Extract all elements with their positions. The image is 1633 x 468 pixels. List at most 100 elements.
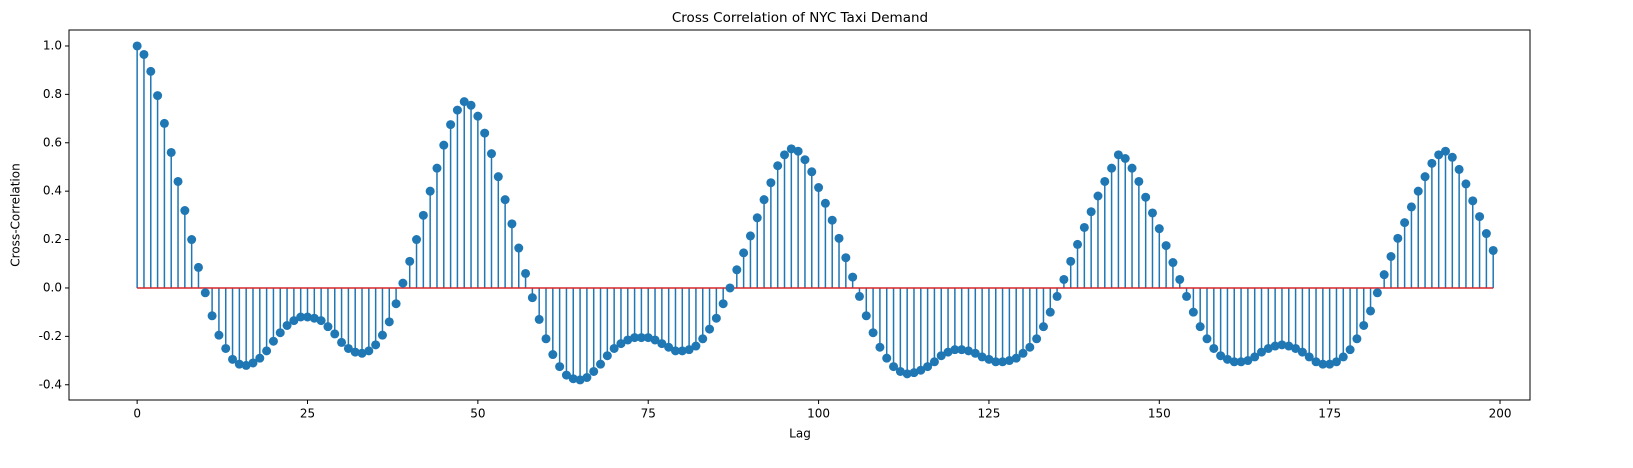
stem-marker [1229, 357, 1239, 367]
stem-marker [677, 346, 687, 356]
y-tick-label: 0.6 [43, 135, 62, 149]
stem-marker [1147, 208, 1157, 218]
stem-marker [166, 147, 176, 157]
stem-marker [248, 358, 258, 368]
y-tick-label: -0.2 [39, 329, 62, 343]
stem-marker [1345, 345, 1355, 355]
stem-marker [1113, 150, 1123, 160]
stem-marker [759, 195, 769, 205]
stem-marker [1284, 341, 1294, 351]
chart-title: Cross Correlation of NYC Taxi Demand [672, 10, 928, 26]
stem-marker [1263, 343, 1273, 353]
stem-marker [507, 219, 517, 229]
stem-marker [1004, 356, 1014, 366]
stem-marker [739, 248, 749, 258]
stem-marker [234, 359, 244, 369]
stem-marker [1045, 307, 1055, 317]
stem-marker [957, 345, 967, 355]
stem-marker [1297, 347, 1307, 357]
stem-marker [1222, 354, 1232, 364]
stem-marker [561, 370, 571, 380]
stem-marker [630, 333, 640, 343]
stem-marker [1086, 207, 1096, 217]
stem-marker [282, 320, 292, 330]
y-tick-label: 0.8 [43, 87, 62, 101]
stem-marker [153, 91, 163, 101]
stem-marker [459, 97, 469, 107]
stem-marker [486, 149, 496, 159]
stem-marker [970, 348, 980, 358]
stem-marker [991, 357, 1001, 367]
x-tick-label: 25 [300, 407, 315, 421]
stem-marker [923, 362, 933, 372]
stem-marker [1468, 196, 1478, 206]
stem-marker [555, 362, 565, 372]
stem-marker [323, 322, 333, 332]
stem-marker [1175, 274, 1185, 284]
stem-marker [425, 186, 435, 196]
x-axis-label: Lag [789, 427, 811, 441]
stem-marker [139, 49, 149, 59]
stem-marker [773, 161, 783, 171]
stem-marker [1379, 270, 1389, 280]
stem-marker [1250, 352, 1260, 362]
plot-frame [68, 29, 1531, 401]
stem-marker [527, 293, 537, 303]
stem-marker [1127, 163, 1137, 173]
stem-marker [303, 312, 313, 322]
stem-marker [820, 198, 830, 208]
stem-marker [1243, 356, 1253, 366]
stem-marker [480, 128, 490, 138]
stem-marker [1257, 347, 1267, 357]
stem-marker [698, 334, 708, 344]
stem-marker [1318, 359, 1328, 369]
stem-marker [255, 353, 265, 363]
stem-marker [466, 100, 476, 110]
stem-marker [275, 328, 285, 338]
stem-marker [1366, 306, 1376, 316]
stem-marker [589, 366, 599, 376]
stem-marker [1277, 340, 1287, 350]
stem-marker [636, 333, 646, 343]
stem-marker [398, 278, 408, 288]
stem-marker [664, 342, 674, 352]
stem-marker [854, 291, 864, 301]
stem-marker [377, 330, 387, 340]
stem-marker [568, 374, 578, 384]
stem-marker [834, 233, 844, 243]
stem-marker [514, 243, 524, 253]
stem-marker [1018, 348, 1028, 358]
stem-marker [228, 354, 238, 364]
x-tick-label: 50 [470, 407, 485, 421]
stem-marker [657, 339, 667, 349]
stem-marker [159, 118, 169, 128]
stem-marker [357, 348, 367, 358]
stem-marker [1134, 176, 1144, 186]
stem-marker [623, 335, 633, 345]
stem-marker [643, 333, 653, 343]
stem-marker [1182, 291, 1192, 301]
stem-marker [1488, 245, 1498, 255]
stem-marker [1441, 146, 1451, 156]
stem-marker [262, 346, 272, 356]
stem-marker [405, 256, 415, 266]
stem-marker [221, 343, 231, 353]
stem-marker [609, 343, 619, 353]
stem-marker [827, 215, 837, 225]
stem-marker [1338, 352, 1348, 362]
stem-marker [786, 144, 796, 154]
stem-marker [670, 346, 680, 356]
stem-marker [1079, 222, 1089, 232]
stem-marker [1406, 202, 1416, 212]
stem-marker [902, 369, 912, 379]
stem-marker [1141, 192, 1151, 202]
stem-marker [936, 351, 946, 361]
stem-marker [241, 360, 251, 370]
stem-marker [1073, 239, 1083, 249]
stem-marker [602, 351, 612, 361]
stem-marker [684, 345, 694, 355]
stem-marker [1427, 158, 1437, 168]
stem-marker [309, 313, 319, 323]
stem-marker [1052, 291, 1062, 301]
y-tick-label: 0.4 [43, 184, 62, 198]
